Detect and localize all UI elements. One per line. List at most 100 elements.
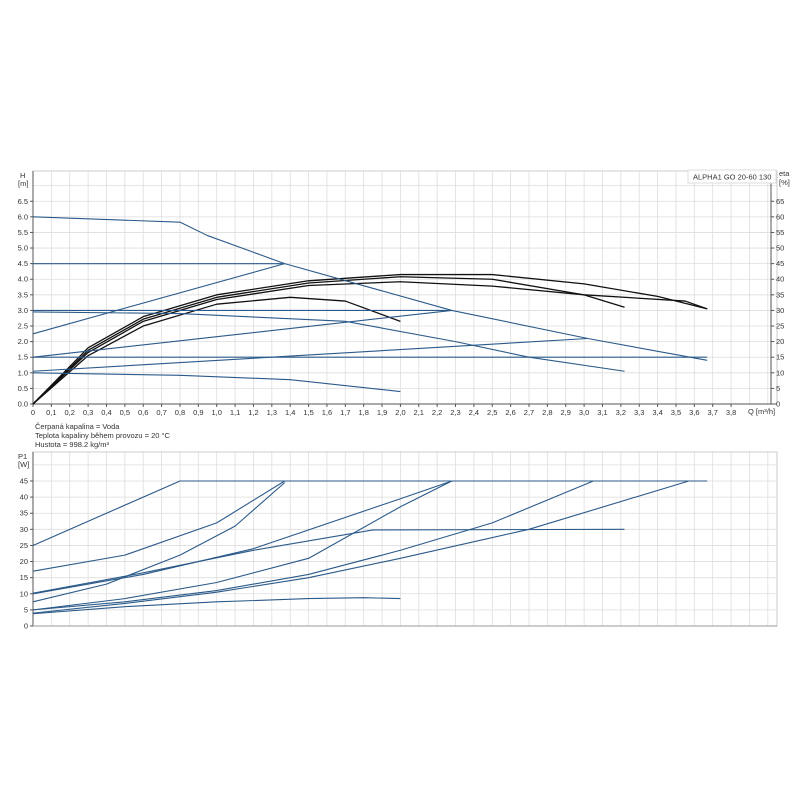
p1-axis-label: P1 — [18, 452, 27, 461]
y-tick-label: 5.5 — [18, 228, 28, 237]
legend-title: ALPHA1 GO 20-60 130 — [693, 173, 771, 182]
y-tick-label: 6.5 — [18, 197, 28, 206]
x-tick-label: 2,8 — [542, 408, 552, 417]
x-tick-label: 3,2 — [616, 408, 626, 417]
head-curve — [32, 311, 625, 372]
x-tick-label: 0,7 — [156, 408, 166, 417]
efficiency-curve — [32, 296, 401, 405]
y2-tick-label: 45 — [776, 259, 784, 268]
x-tick-label: 1,3 — [267, 408, 277, 417]
head-curve — [32, 337, 588, 372]
h-axis-label: H — [20, 171, 25, 180]
x-tick-label: 0,3 — [83, 408, 93, 417]
power-curve — [32, 480, 453, 611]
x-tick-label: 2,9 — [561, 408, 571, 417]
efficiency-curve — [32, 273, 708, 405]
efficiency-curve — [32, 276, 625, 405]
x-tick-label: 0,6 — [138, 408, 148, 417]
x-tick-label: 3,8 — [726, 408, 736, 417]
y-tick-label: 10 — [20, 589, 28, 598]
x-tick-label: 3,4 — [652, 408, 662, 417]
y-tick-label: 0.0 — [18, 400, 28, 409]
x-tick-label: 2,3 — [450, 408, 460, 417]
y-tick-label: 35 — [20, 509, 28, 518]
y-tick-label: 25 — [20, 541, 28, 550]
y2-tick-label: 25 — [776, 322, 784, 331]
power-curve — [32, 480, 689, 614]
y-tick-label: 4.5 — [18, 259, 28, 268]
x-tick-label: 0,4 — [101, 408, 111, 417]
power-curve — [32, 480, 594, 611]
head-curve — [32, 263, 285, 335]
efficiency-curve — [32, 281, 708, 405]
y2-tick-label: 60 — [776, 212, 784, 221]
y2-tick-label: 55 — [776, 228, 784, 237]
y-tick-label: 0.5 — [18, 384, 28, 393]
y2-tick-label: 10 — [776, 368, 784, 377]
y2-tick-label: 65 — [776, 197, 784, 206]
y2-tick-label: 50 — [776, 244, 784, 253]
x-tick-label: 2,0 — [395, 408, 405, 417]
power-curve — [32, 480, 285, 572]
x-tick-label: 2,4 — [469, 408, 479, 417]
y2-tick-label: 35 — [776, 290, 784, 299]
y2-tick-label: 40 — [776, 275, 784, 284]
eta-axis-unit: [%] — [779, 178, 790, 187]
y-tick-label: 5 — [24, 605, 28, 614]
power-curve — [32, 482, 286, 603]
head-chart: 0.0 0.5 1.0 1.5 2.0 2.5 3.0 3.5 4.0 4.5 5.0 5.5 6.0 6… — [18, 170, 784, 417]
head-curve — [32, 372, 401, 393]
temperature-info: Teplota kapaliny během provozu = 20 °C — [35, 431, 170, 440]
y-tick-label: 1.5 — [18, 353, 28, 362]
x-tick-label: 0,8 — [175, 408, 185, 417]
p1-axis-unit: [W] — [18, 460, 29, 469]
x-tick-label: 1,6 — [322, 408, 332, 417]
x-tick-label: 0,1 — [46, 408, 56, 417]
x-tick-label: 3,6 — [689, 408, 699, 417]
x-tick-label: 3,7 — [707, 408, 717, 417]
x-tick-label: 1,5 — [303, 408, 313, 417]
y2-tick-label: 5 — [776, 384, 780, 393]
fluid-info: Čerpaná kapalina = Voda — [35, 422, 120, 431]
x-tick-label: 0 — [31, 408, 35, 417]
head-curve — [32, 216, 708, 361]
x-tick-label: 1,9 — [377, 408, 387, 417]
y-tick-label: 45 — [20, 477, 28, 486]
y-tick-label: 3.5 — [18, 290, 28, 299]
y2-tick-label: 15 — [776, 353, 784, 362]
y2-tick-label: 0 — [776, 400, 780, 409]
y-tick-label: 40 — [20, 493, 28, 502]
y-tick-label: 5.0 — [18, 244, 28, 253]
power-chart: 0 5 10 15 20 25 30 35 40 45 — [20, 451, 778, 631]
y-tick-label: 1.0 — [18, 368, 28, 377]
q-axis-label: Q [m³/h] — [748, 407, 775, 416]
x-tick-label: 3,5 — [671, 408, 681, 417]
power-curve — [32, 528, 625, 594]
x-tick-label: 3,3 — [634, 408, 644, 417]
y-tick-label: 20 — [20, 557, 28, 566]
x-tick-label: 1,7 — [340, 408, 350, 417]
x-tick-label: 2,1 — [414, 408, 424, 417]
density-info: Hustota = 998.2 kg/m³ — [35, 440, 109, 449]
plot-frame — [32, 170, 778, 405]
x-tick-label: 1,1 — [230, 408, 240, 417]
x-tick-label: 3,1 — [597, 408, 607, 417]
power-curve — [32, 480, 453, 595]
x-tick-label: 0,2 — [65, 408, 75, 417]
eta-axis-label: eta — [779, 169, 790, 178]
x-tick-label: 0,5 — [120, 408, 130, 417]
x-tick-label: 1,0 — [211, 408, 221, 417]
y-tick-label: 30 — [20, 525, 28, 534]
x-tick-label: 0,9 — [193, 408, 203, 417]
x-tick-label: 2,7 — [524, 408, 534, 417]
x-tick-label: 2,6 — [505, 408, 515, 417]
y-tick-label: 4.0 — [18, 275, 28, 284]
power-curve — [32, 480, 708, 546]
x-tick-label: 1,2 — [248, 408, 258, 417]
y2-tick-label: 20 — [776, 337, 784, 346]
power-curve — [32, 597, 401, 615]
y-tick-label: 15 — [20, 573, 28, 582]
h-axis-unit: [m] — [18, 179, 28, 188]
y-tick-label: 6.0 — [18, 212, 28, 221]
y-tick-label: 0 — [24, 622, 28, 631]
